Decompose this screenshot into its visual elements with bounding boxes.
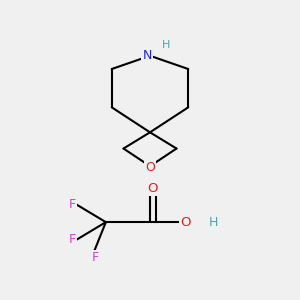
Text: F: F: [92, 251, 99, 264]
Text: N: N: [142, 49, 152, 62]
Text: O: O: [180, 216, 190, 229]
Text: O: O: [148, 182, 158, 195]
Text: H: H: [162, 40, 170, 50]
Text: F: F: [68, 198, 76, 211]
Text: F: F: [68, 233, 76, 246]
Text: O: O: [145, 161, 155, 174]
Text: H: H: [208, 216, 218, 229]
